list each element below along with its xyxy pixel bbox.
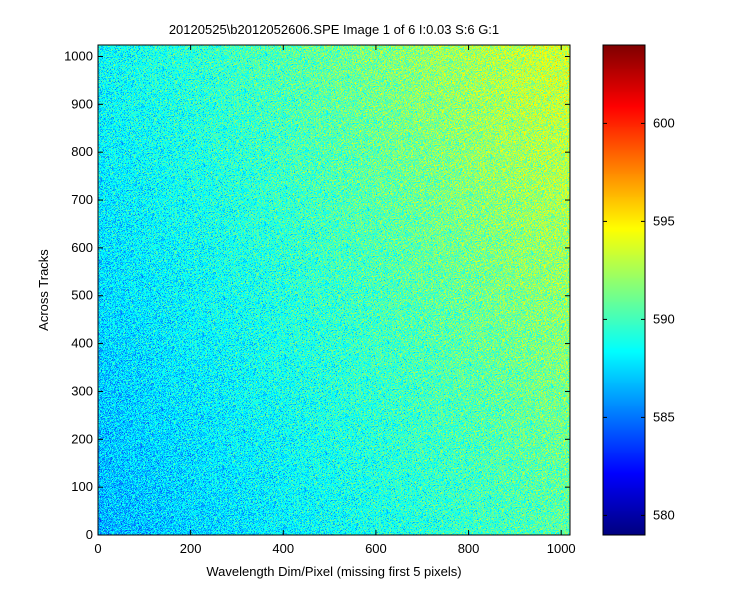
y-tick-label: 0 — [86, 527, 93, 542]
colorbar-tick-label: 590 — [653, 311, 675, 326]
y-tick-label: 900 — [71, 96, 93, 111]
colorbar-tick-label: 580 — [653, 507, 675, 522]
colorbar-ticks: 580 585 590 595 600 — [603, 115, 675, 522]
y-tick-label: 400 — [71, 336, 93, 351]
colorbar-tick-label: 585 — [653, 409, 675, 424]
y-tick-label: 300 — [71, 383, 93, 398]
y-tick-label: 600 — [71, 240, 93, 255]
plot-axes-box — [97, 44, 571, 536]
x-axis-label: Wavelength Dim/Pixel (missing first 5 pi… — [206, 564, 461, 579]
y-tick-label: 100 — [71, 479, 93, 494]
colorbar-tick-label: 595 — [653, 213, 675, 228]
colorbar-tick-label: 600 — [653, 115, 675, 130]
x-tick-label: 200 — [180, 541, 202, 556]
chart-title: 20120525\b2012052606.SPE Image 1 of 6 I:… — [169, 22, 499, 37]
x-tick-label: 0 — [94, 541, 101, 556]
y-axis-label: Across Tracks — [36, 249, 51, 331]
x-tick-label: 400 — [272, 541, 294, 556]
colorbar-gradient — [603, 45, 645, 535]
y-tick-label: 500 — [71, 288, 93, 303]
colorbar-box — [602, 44, 646, 536]
y-tick-label: 200 — [71, 431, 93, 446]
y-tick-label: 800 — [71, 144, 93, 159]
x-tick-label: 600 — [365, 541, 387, 556]
y-tick-label: 1000 — [64, 48, 93, 63]
heatmap-image — [98, 45, 570, 535]
y-tick-label: 700 — [71, 192, 93, 207]
x-tick-label: 1000 — [547, 541, 576, 556]
x-tick-label: 800 — [458, 541, 480, 556]
x-axis-ticks: 0 200 400 600 800 1000 — [94, 45, 576, 556]
y-axis-ticks: 0 100 200 300 400 500 600 700 800 900 1000 — [64, 48, 570, 542]
